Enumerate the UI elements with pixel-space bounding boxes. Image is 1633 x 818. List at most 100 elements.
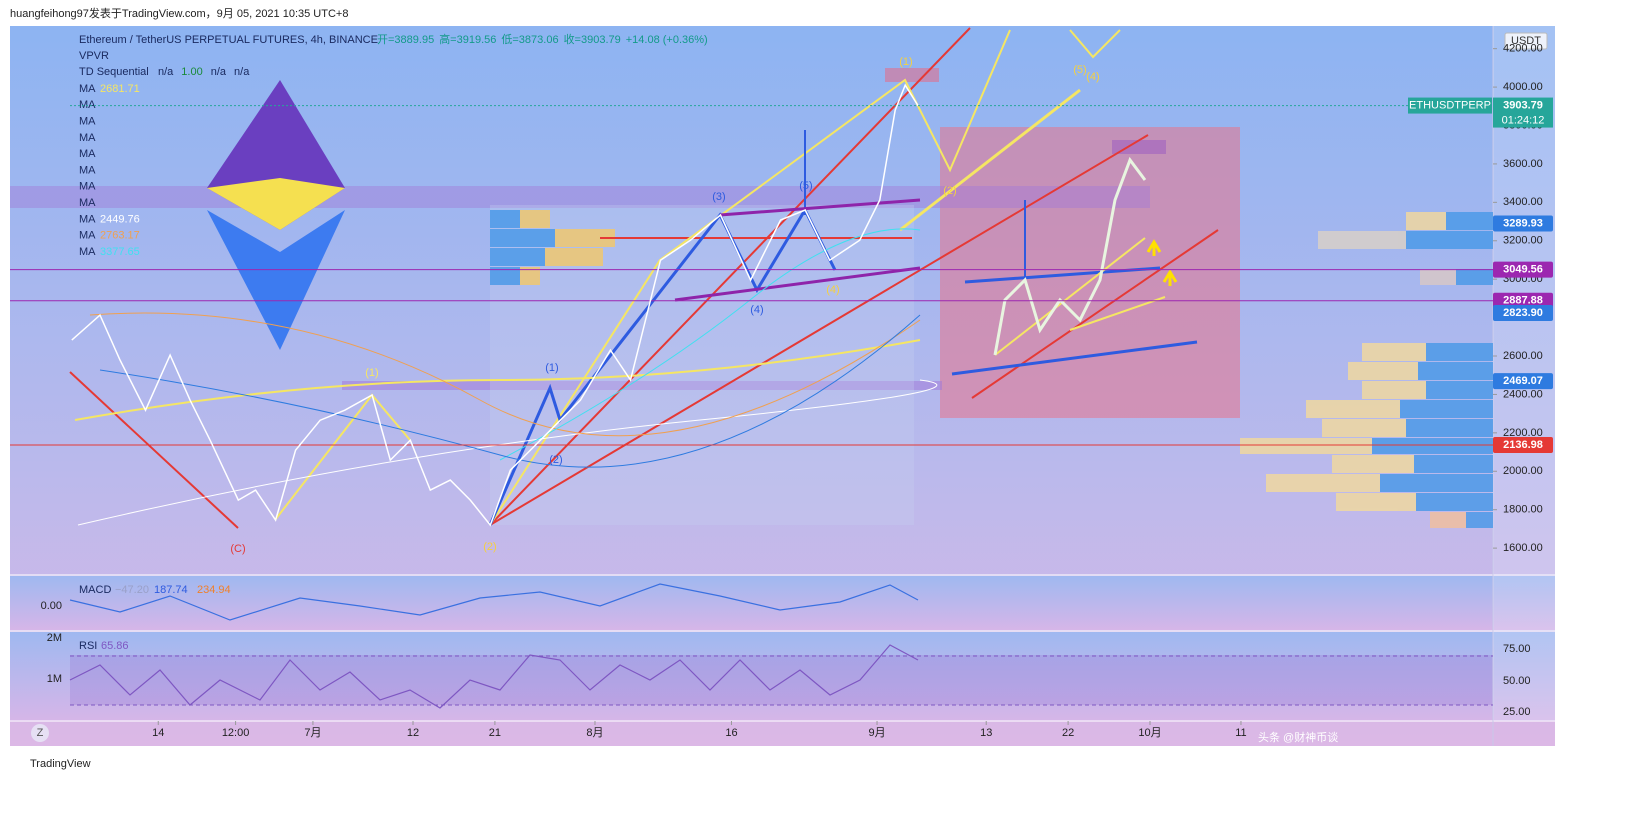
x-tick-label: 16	[725, 727, 737, 739]
attribution: huangfeihong97发表于TradingView.com，9月 05, …	[10, 6, 348, 20]
wave-label: (C)	[230, 543, 245, 555]
rsi-pane	[10, 632, 1555, 721]
x-tick-label: 12:00	[222, 727, 250, 739]
ohlc: +14.08 (+0.36%)	[626, 34, 708, 46]
ma-line	[89, 312, 921, 437]
ma-name: MA	[79, 83, 96, 95]
brand: TradingView	[30, 758, 91, 770]
wave-label: (5)	[1073, 64, 1086, 76]
y-tick-label: 4200.00	[1503, 43, 1543, 55]
symbol-label: ETHUSDTPERP	[1409, 99, 1491, 111]
macd-zero: 0.00	[41, 600, 62, 612]
projection	[993, 156, 1147, 356]
vp-bar	[1446, 212, 1493, 230]
ma-line	[499, 228, 921, 461]
vp-bar	[1318, 231, 1406, 249]
price-tag-label: 2823.90	[1503, 307, 1543, 319]
vp-bar	[1348, 362, 1418, 380]
macd-name: MACD	[79, 584, 111, 596]
rsi-tick: 25.00	[1503, 706, 1531, 718]
vp-bar	[1372, 438, 1493, 454]
ma-name: MA	[79, 213, 96, 225]
vp-bar	[1362, 343, 1426, 361]
vp-bar	[1414, 455, 1493, 473]
wave-label: (4)	[826, 284, 839, 296]
ma-line	[74, 339, 921, 421]
y-tick-label: 3600.00	[1503, 158, 1543, 170]
wave	[489, 29, 1011, 526]
x-tick-label: 13	[980, 727, 992, 739]
wave-label: (2)	[943, 185, 956, 197]
volume-profile	[490, 210, 1493, 528]
ma-name: MA	[79, 116, 96, 128]
price-tag-label: 3289.93	[1503, 217, 1543, 229]
vp-bar	[1406, 419, 1493, 437]
x-tick-label: 9月	[868, 727, 885, 739]
trend-line	[1069, 296, 1166, 331]
zone	[1112, 140, 1166, 154]
vp-bar	[490, 210, 520, 228]
zoom-button[interactable]	[31, 724, 49, 742]
volume-tick: 2M	[47, 632, 62, 644]
price-tag	[1493, 292, 1553, 309]
last-price-label: 3903.79	[1503, 99, 1543, 111]
currency-box	[1504, 32, 1548, 50]
price-tag	[1493, 373, 1553, 390]
trend-line	[951, 340, 1198, 376]
x-tick-label: 14	[152, 727, 164, 739]
price-tag	[1493, 305, 1553, 322]
ohlc: 开=3889.95	[377, 34, 434, 46]
macd-pane	[10, 576, 1555, 630]
trend-line	[719, 198, 921, 217]
macd-value: −47.20	[115, 584, 149, 596]
rsi-line	[69, 644, 919, 709]
wave-label: (5)	[799, 180, 812, 192]
arrow	[1146, 239, 1178, 286]
vp-bar	[490, 248, 545, 266]
indicator: VPVR	[79, 50, 109, 62]
rsi-tick: 50.00	[1503, 675, 1531, 687]
currency: USDT	[1511, 35, 1541, 47]
last-price-tag	[1493, 97, 1553, 128]
rsi-tick: 75.00	[1503, 643, 1531, 655]
ma-name: MA	[79, 164, 96, 176]
x-tick-label: 8月	[586, 727, 603, 739]
wave-label: (4)	[1086, 71, 1099, 83]
x-tick-label: 11	[1235, 727, 1246, 739]
ohlc: 高=3919.56	[439, 32, 496, 46]
ohlc: 低=3873.06	[501, 33, 558, 46]
y-tick-label: 3400.00	[1503, 196, 1543, 208]
rsi-value: 65.86	[101, 640, 129, 652]
price-tag-label: 2887.88	[1503, 295, 1543, 307]
td-name: TD Sequential	[79, 66, 149, 78]
logo	[207, 210, 345, 350]
vp-bar	[555, 229, 615, 247]
x-tick-label: 10月	[1138, 727, 1161, 739]
macd-line	[69, 583, 919, 621]
symbol-tag	[1408, 97, 1492, 114]
td-value: 1.00	[181, 66, 202, 78]
trend-line	[69, 371, 239, 529]
vp-bar	[1336, 493, 1416, 511]
vp-bar	[545, 248, 603, 266]
volume-tick: 1M	[47, 673, 62, 685]
vp-bar	[1416, 493, 1493, 511]
vp-bar	[1380, 474, 1493, 492]
vp-bar	[1430, 512, 1466, 528]
y-tick-label: 2400.00	[1503, 388, 1543, 400]
vp-bar	[1322, 419, 1406, 437]
ohlc: 收=3903.79	[564, 32, 621, 46]
trend-line	[994, 237, 1146, 356]
ma-line	[77, 379, 938, 526]
zone	[342, 381, 942, 390]
watermark: 头条 @财神币谈	[1258, 730, 1338, 744]
symbol: Ethereum / TetherUS PERPETUAL FUTURES, 4…	[79, 34, 378, 46]
zoom-label[interactable]: Z	[37, 727, 44, 739]
x-tick-label: 21	[489, 727, 501, 739]
ma-value: 3377.65	[100, 246, 140, 258]
wave-label: (1)	[365, 367, 378, 379]
td-value: n/a	[211, 66, 227, 78]
y-tick-label: 2600.00	[1503, 350, 1543, 362]
price-tag-label: 2469.07	[1503, 375, 1543, 387]
y-tick-label: 1600.00	[1503, 542, 1543, 554]
